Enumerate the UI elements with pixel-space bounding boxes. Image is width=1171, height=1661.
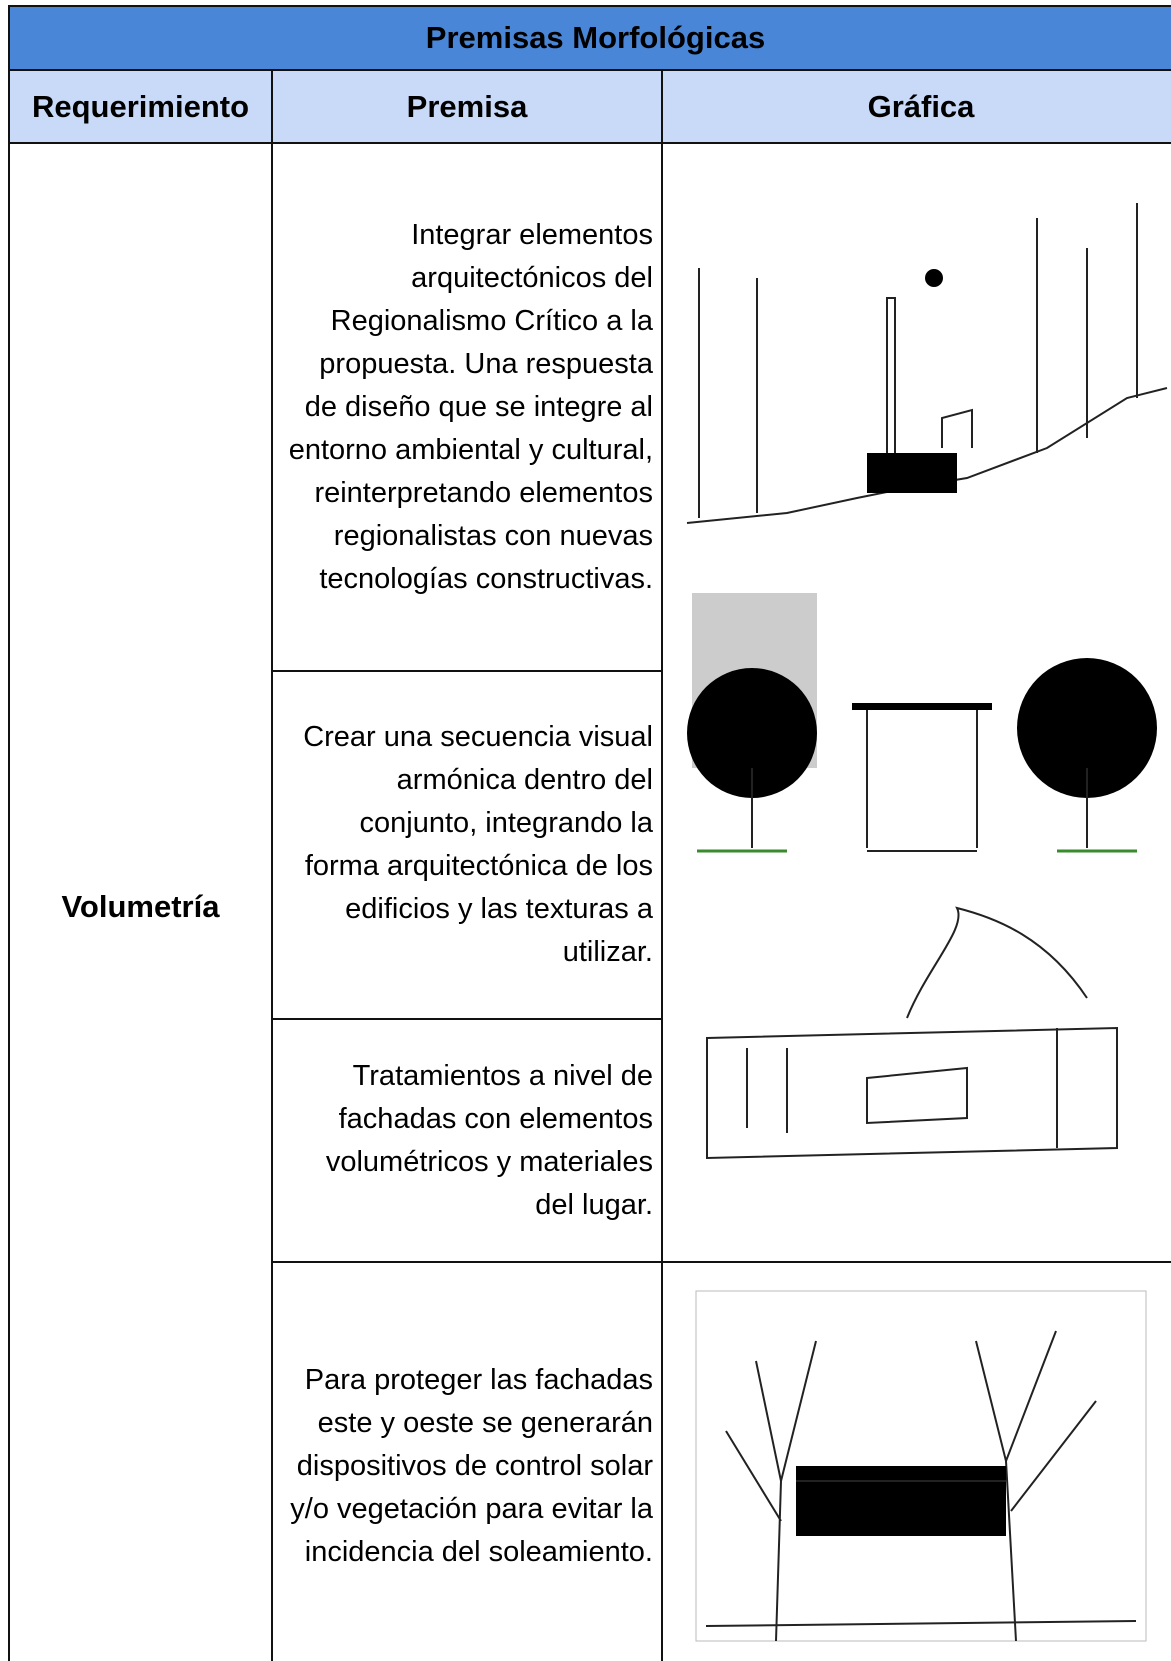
sketch-portal	[687, 593, 1157, 853]
sketches	[686, 203, 1168, 1160]
column-header: Premisa	[271, 69, 663, 144]
premise: Integrar elementos arquitectónicos del R…	[271, 142, 663, 672]
graphic-cell	[661, 1261, 1171, 1661]
premise: Tratamientos a nivel de fachadas con ele…	[271, 1018, 663, 1263]
column-header: Requerimiento	[8, 69, 273, 144]
requirement: Volumetría	[8, 142, 273, 1661]
sketch-landscape	[686, 203, 1168, 524]
table-title: Premisas Morfológicas	[8, 5, 1171, 71]
premise-text: Tratamientos a nivel de fachadas con ele…	[325, 1059, 653, 1221]
premise: Para proteger las fachadas este y oeste …	[271, 1261, 663, 1661]
sketch-facade	[706, 906, 1118, 1160]
column-header: Gráfica	[661, 69, 1171, 144]
graphic-cell	[661, 142, 1171, 1263]
premise-text: Para proteger las fachadas este y oeste …	[290, 1363, 653, 1568]
premise-text: Integrar elementos arquitectónicos del R…	[288, 218, 653, 595]
premise: Crear una secuencia visual armónica dent…	[271, 670, 663, 1020]
sketch-trees	[695, 1290, 1147, 1642]
premise-text: Crear una secuencia visual armónica dent…	[303, 721, 653, 968]
